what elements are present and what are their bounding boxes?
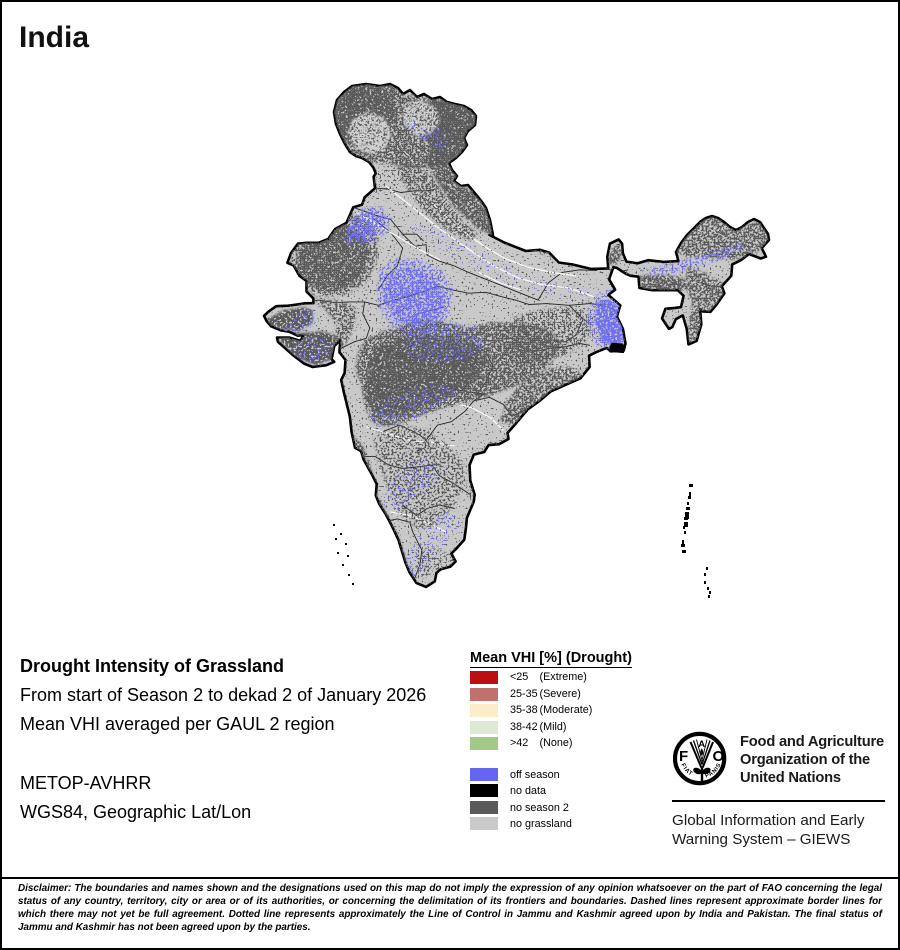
svg-text:A: A bbox=[698, 739, 705, 750]
svg-text:O: O bbox=[713, 748, 725, 765]
svg-text:F: F bbox=[679, 748, 688, 765]
